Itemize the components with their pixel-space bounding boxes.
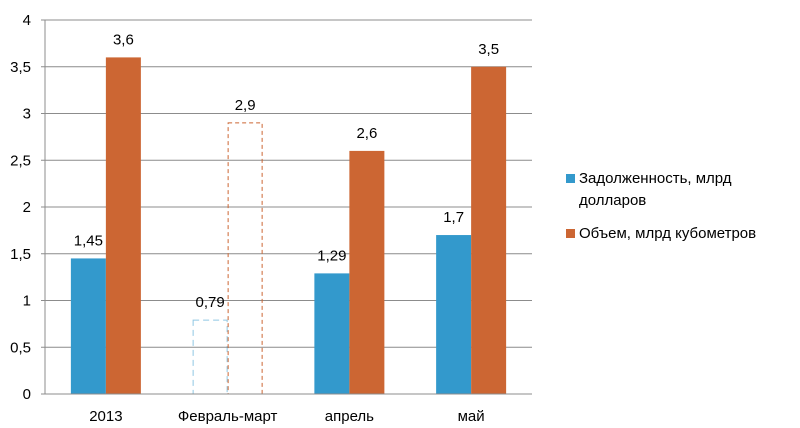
legend-swatch-volume: [566, 229, 575, 238]
bar-volume: [471, 66, 507, 394]
x-axis-categories: 2013 Февраль-март апрель май: [45, 393, 532, 425]
legend-label-debt-line-1: Задолженность, млрд: [579, 170, 732, 187]
bar-debt: [192, 319, 228, 395]
y-tick-label: 0,5: [10, 339, 31, 356]
y-tick-label: 0: [23, 386, 31, 403]
data-label: 3,5: [478, 41, 499, 58]
legend-label-volume: Объем, млрд кубометров: [579, 225, 757, 242]
bar-volume: [105, 57, 141, 395]
data-label: 3,6: [113, 31, 134, 48]
y-tick-label: 4: [23, 12, 31, 29]
legend-swatch-debt: [566, 174, 575, 183]
data-label: 2,6: [356, 125, 377, 142]
legend-item-volume: Объем, млрд кубометров: [566, 223, 798, 245]
data-label: 1,7: [443, 209, 464, 226]
bar-volume: [349, 150, 385, 394]
y-axis-ticks: 0 0,5 1 1,5 2 2,5 3 3,5 4: [10, 12, 45, 403]
data-label: 1,29: [317, 247, 346, 264]
x-category-label: 2013: [89, 408, 122, 425]
data-label: 1,45: [74, 232, 103, 249]
y-tick-label: 3: [23, 106, 31, 123]
bar-debt: [436, 235, 472, 394]
y-tick-label: 1: [23, 293, 31, 310]
data-label: 2,9: [235, 97, 256, 114]
x-category-label: апрель: [325, 408, 374, 425]
legend: Задолженность, млрд долларов Объем, млрд…: [566, 168, 798, 256]
bar-debt: [314, 273, 350, 394]
data-label: 0,79: [196, 294, 225, 311]
bar-volume: [227, 122, 263, 395]
bar-debt: [70, 258, 106, 394]
x-category-label: Февраль-март: [178, 408, 278, 425]
legend-label-debt: Задолженность, млрд долларов: [579, 168, 732, 212]
x-category-label: май: [458, 408, 485, 425]
legend-label-debt-line-2: долларов: [579, 192, 647, 209]
y-tick-label: 2: [23, 199, 31, 216]
bars: [70, 57, 507, 395]
y-tick-label: 3,5: [10, 59, 31, 76]
legend-item-debt: Задолженность, млрд долларов: [566, 168, 798, 212]
data-labels: 1,45 3,6 0,79 2,9 1,29 2,6 1,7 3,5: [74, 31, 499, 311]
y-tick-label: 1,5: [10, 246, 31, 263]
y-tick-label: 2,5: [10, 152, 31, 169]
